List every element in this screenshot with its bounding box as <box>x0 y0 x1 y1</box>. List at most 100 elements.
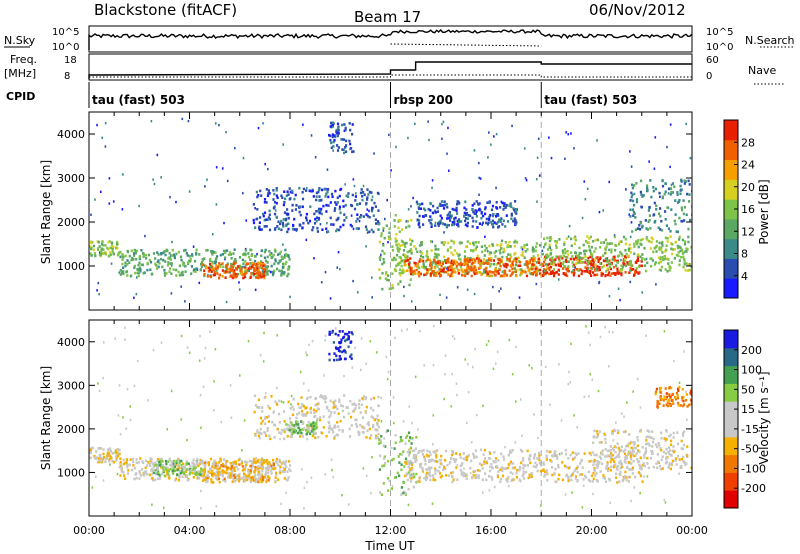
velocity-cell <box>475 476 478 479</box>
power-cell <box>519 264 522 267</box>
velocity-cell <box>377 425 380 429</box>
velocity-cell <box>325 396 328 400</box>
power-cell <box>418 244 422 247</box>
power-cell <box>562 272 565 275</box>
velocity-cell <box>434 469 437 472</box>
velocity-cell <box>123 474 126 477</box>
power-cell <box>641 237 645 241</box>
velocity-cell <box>658 443 661 447</box>
freq-label: Freq. <box>10 53 37 66</box>
power-cell <box>480 273 483 277</box>
power-cell <box>637 253 640 256</box>
velocity-cell <box>128 463 131 467</box>
velocity-cell <box>656 460 660 464</box>
velocity-cell <box>607 477 611 481</box>
power-cell <box>379 276 382 280</box>
power-cell <box>466 260 470 263</box>
velocity-speckle <box>636 377 639 381</box>
power-cell <box>406 250 409 254</box>
power-cell <box>502 247 505 251</box>
velocity-cell <box>400 493 403 496</box>
velocity-cell <box>219 470 222 474</box>
velocity-cell <box>335 354 338 358</box>
velocity-cell <box>442 468 445 472</box>
velocity-cell <box>283 437 286 441</box>
power-cell <box>92 248 95 252</box>
power-cell <box>537 254 540 257</box>
power-cell <box>541 252 544 256</box>
velocity-speckle <box>568 370 570 374</box>
velocity-cell <box>538 462 541 465</box>
velocity-cell <box>570 478 573 482</box>
power-cell <box>288 187 291 190</box>
power-cell <box>642 194 645 197</box>
power-cell <box>684 269 687 272</box>
power-cell <box>263 271 266 274</box>
velocity-speckle <box>504 445 506 449</box>
power-speckle <box>654 136 657 139</box>
power-speckle <box>138 204 140 208</box>
power-cell <box>244 266 247 270</box>
power-cell <box>406 255 409 258</box>
velocity-cell <box>247 475 250 478</box>
power-cell <box>200 265 203 268</box>
velocity-speckle <box>508 484 510 488</box>
power-cell <box>555 244 558 247</box>
velocity-cell <box>172 459 176 463</box>
velocity-cell <box>337 349 341 352</box>
power-cell <box>268 217 271 221</box>
velocity-speckle <box>152 348 155 352</box>
power-cell <box>265 270 269 274</box>
velocity-cell <box>430 466 433 469</box>
power-cell <box>294 193 297 197</box>
velocity-cell <box>248 470 251 473</box>
power-cell <box>537 261 541 264</box>
velocity-cell <box>350 415 353 419</box>
velocity-cell <box>487 456 490 460</box>
power-cell <box>440 216 443 220</box>
velocity-cell <box>260 432 263 435</box>
power-cell <box>434 252 437 256</box>
velocity-speckle <box>494 485 496 489</box>
velocity-cell <box>545 449 549 453</box>
power-cell <box>608 259 611 262</box>
power-cell <box>513 220 517 224</box>
power-cell <box>117 252 120 255</box>
power-cell <box>140 263 143 267</box>
velocity-cell <box>267 467 270 471</box>
velocity-cell <box>425 453 429 457</box>
velocity-cell <box>301 409 304 413</box>
power-cell <box>334 201 337 204</box>
velocity-cell <box>223 470 226 474</box>
velocity-cell <box>221 462 224 466</box>
velocity-cell <box>605 464 608 468</box>
velocity-speckle <box>362 467 365 470</box>
power-cell <box>613 255 616 259</box>
power-cell <box>592 263 595 266</box>
velocity-cell <box>622 477 625 480</box>
velocity-cell <box>652 440 655 444</box>
velocity-speckle <box>664 501 667 504</box>
power-cell <box>149 260 153 264</box>
velocity-cell <box>297 421 300 425</box>
power-cell <box>450 272 453 276</box>
power-cell <box>393 225 396 228</box>
power-speckle <box>225 130 227 134</box>
power-speckle <box>184 300 186 303</box>
power-cell <box>447 273 450 276</box>
power-cell <box>268 253 272 256</box>
power-cell <box>592 260 595 263</box>
velocity-cell <box>172 462 175 465</box>
power-speckle <box>543 246 545 249</box>
power-cell <box>124 264 127 268</box>
power-cell <box>539 263 542 267</box>
velocity-speckle <box>537 436 539 440</box>
power-speckle <box>487 156 489 159</box>
power-cell <box>537 269 540 272</box>
velocity-cell <box>162 469 165 473</box>
velocity-cell <box>596 466 599 469</box>
velocity-cell <box>350 331 353 334</box>
velocity-cell <box>365 436 368 439</box>
velocity-cell <box>243 475 246 479</box>
